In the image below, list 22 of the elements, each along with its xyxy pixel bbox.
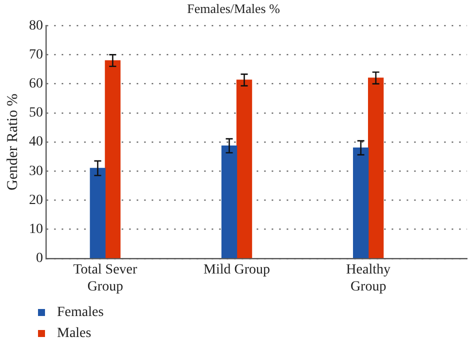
y-tick-label: 30 bbox=[29, 164, 43, 179]
bar bbox=[90, 168, 106, 258]
bar bbox=[368, 78, 384, 258]
legend-label: Males bbox=[57, 326, 92, 342]
x-tick-label: Total Sever Group bbox=[73, 262, 138, 294]
y-tick-label: 10 bbox=[29, 222, 43, 237]
y-tick-label: 20 bbox=[29, 192, 43, 208]
bar bbox=[353, 147, 369, 258]
y-tick-label: 50 bbox=[29, 106, 43, 121]
legend-label: Females bbox=[57, 304, 104, 320]
bar bbox=[236, 80, 252, 258]
y-axis-title: Gender Ratio % bbox=[4, 94, 21, 190]
y-tick-label: 0 bbox=[36, 251, 43, 266]
chart-title: Females/Males % bbox=[187, 1, 280, 16]
y-tick-label: 80 bbox=[29, 18, 43, 34]
bar bbox=[221, 145, 238, 258]
y-tick-label: 70 bbox=[29, 47, 43, 62]
x-tick-label: Healthy Group bbox=[346, 262, 390, 294]
x-tick-label: Mild Group bbox=[204, 262, 270, 278]
y-tick-label: 60 bbox=[29, 76, 43, 92]
bar bbox=[104, 60, 121, 258]
y-tick-label: 40 bbox=[29, 134, 43, 150]
